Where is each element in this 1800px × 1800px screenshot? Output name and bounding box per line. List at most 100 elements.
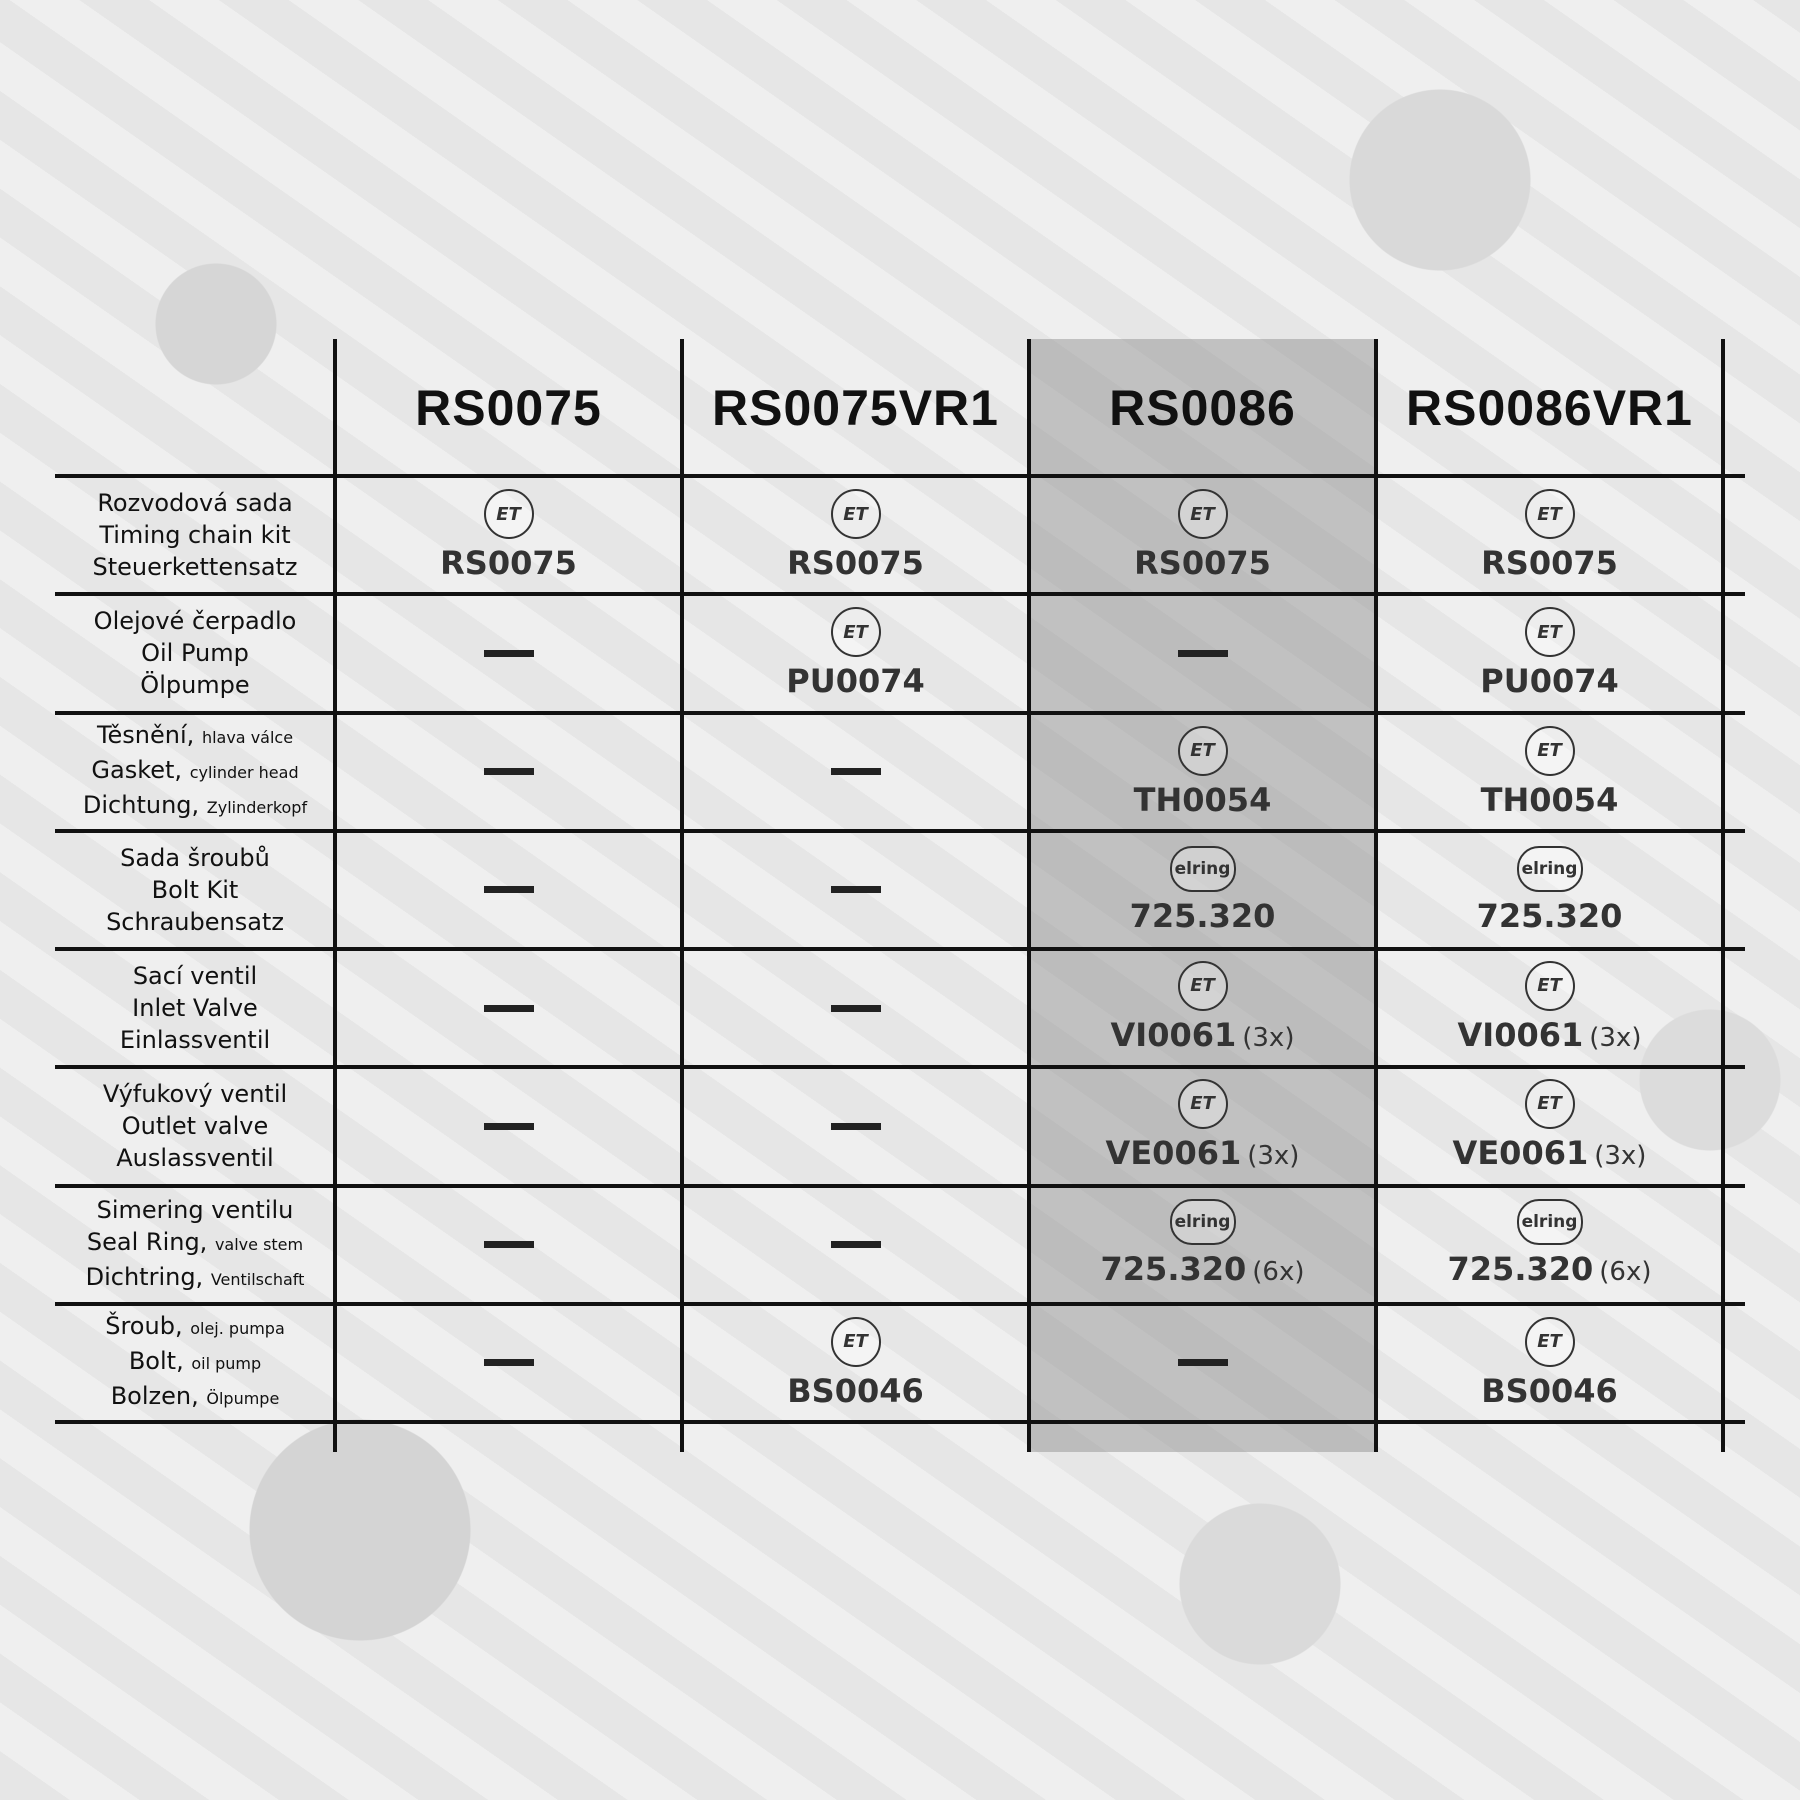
part-cell: ET VI0061 (3x) [1029, 949, 1376, 1067]
part-number: 725.320 [1477, 898, 1623, 934]
part-cell: ET RS0075 [1029, 476, 1376, 594]
row-divider [55, 592, 1745, 597]
row-label: Výfukový ventil Outlet valve Auslassventil [55, 1067, 335, 1185]
label-main: Gasket, [91, 756, 183, 785]
et-logo-icon: ET [830, 1316, 881, 1367]
not-included-dash [1177, 1359, 1228, 1367]
row-label-line: Bolt, oil pump [129, 1345, 261, 1380]
not-included-dash [483, 886, 534, 894]
part-number: RS0075 [1134, 545, 1271, 581]
part-cell [335, 831, 682, 949]
row-label-line: Einlassventil [120, 1024, 270, 1056]
elring-logo-icon: elring [1516, 1199, 1583, 1246]
part-cell [682, 831, 1029, 949]
label-main: Bolt Kit [151, 875, 239, 904]
et-logo-icon: ET [1177, 1078, 1228, 1129]
label-main: Outlet valve [121, 1112, 269, 1141]
label-main: Inlet Valve [132, 994, 258, 1023]
part-cell: ET RS0075 [335, 476, 682, 594]
part-cell [682, 949, 1029, 1067]
part-cell: ET PU0074 [1376, 594, 1723, 712]
part-code: VI0061 [1110, 1015, 1237, 1054]
et-logo-icon: ET [1524, 489, 1575, 540]
label-main: Těsnění, [96, 721, 195, 750]
not-included-dash [1177, 649, 1228, 657]
row-divider [55, 1420, 1745, 1424]
part-number: RS0075 [787, 545, 924, 581]
label-main: Výfukový ventil [102, 1080, 288, 1109]
not-included-dash [483, 1004, 534, 1012]
not-included-dash [830, 1122, 881, 1130]
part-cell [335, 594, 682, 712]
column-header: RS0075 [415, 379, 602, 436]
not-included-dash [483, 1122, 534, 1130]
part-cell: ET VE0061 (3x) [1376, 1067, 1723, 1185]
part-quantity: (6x) [1252, 1257, 1305, 1288]
part-cell [682, 1186, 1029, 1304]
part-cell: ET PU0074 [682, 594, 1029, 712]
column-header: RS0075VR1 [712, 379, 999, 436]
et-logo-icon: ET [1524, 725, 1575, 776]
row-label-line: Výfukový ventil [103, 1078, 287, 1110]
part-code: RS0075 [440, 544, 577, 583]
part-number: PU0074 [1480, 663, 1619, 699]
row-label: Rozvodová sada Timing chain kit Steuerkett… [55, 476, 335, 594]
et-logo-icon: ET [1524, 607, 1575, 658]
label-main: Steuerkettensatz [92, 553, 298, 582]
row-label-line: Těsnění, hlava válce [97, 719, 293, 754]
part-cell: ET TH0054 [1029, 713, 1376, 831]
part-cell: elring 725.320 [1029, 831, 1376, 949]
row-label-line: Sada šroubů [120, 842, 270, 874]
part-number: VE0061 (3x) [1453, 1135, 1647, 1174]
row-divider [55, 474, 1745, 478]
part-number: VI0061 (3x) [1458, 1017, 1642, 1056]
part-number: BS0046 [1481, 1373, 1618, 1409]
part-code: VE0061 [1105, 1133, 1242, 1172]
part-cell: ET TH0054 [1376, 713, 1723, 831]
part-quantity: (3x) [1594, 1140, 1647, 1171]
part-number: 725.320 [1130, 898, 1276, 934]
et-logo-icon: ET [830, 607, 881, 658]
part-code: PU0074 [1480, 662, 1619, 701]
part-cell: ET BS0046 [1376, 1304, 1723, 1422]
part-cell [335, 1186, 682, 1304]
label-main: Sada šroubů [120, 843, 270, 872]
part-code: PU0074 [786, 662, 925, 701]
column-header: RS0086VR1 [1406, 379, 1693, 436]
row-label-line: Timing chain kit [99, 519, 290, 551]
part-code: RS0075 [787, 544, 924, 583]
part-cell: ET VE0061 (3x) [1029, 1067, 1376, 1185]
part-code: 725.320 [1100, 1250, 1247, 1289]
label-detail: Ventilschaft [210, 1269, 305, 1289]
part-code: TH0054 [1133, 780, 1272, 819]
row-divider [55, 828, 1745, 833]
row-label: Simering ventilu Seal Ring, valve stem Dic… [55, 1186, 335, 1304]
part-cell: ET RS0075 [682, 476, 1029, 594]
part-cell [335, 1304, 682, 1422]
part-code: TH0054 [1480, 780, 1619, 819]
part-code: RS0075 [1134, 544, 1271, 583]
et-logo-icon: ET [1524, 960, 1575, 1011]
row-label-line: Dichtung, Zylinderkopf [83, 789, 307, 824]
row-label-line: Olejové čerpadlo [94, 605, 297, 637]
label-main: Šroub, [105, 1312, 183, 1341]
part-cell: ET RS0075 [1376, 476, 1723, 594]
et-logo-icon: ET [1177, 960, 1228, 1011]
label-detail: olej. pumpa [190, 1319, 285, 1339]
part-code: VE0061 [1452, 1133, 1589, 1172]
label-main: Schraubensatz [106, 907, 284, 936]
part-cell: elring 725.320 [1376, 831, 1723, 949]
part-cell: ET VI0061 (3x) [1376, 949, 1723, 1067]
elring-logo-icon: elring [1169, 845, 1236, 892]
part-code: BS0046 [787, 1371, 924, 1410]
part-cell [682, 713, 1029, 831]
label-main: Bolzen, [110, 1382, 199, 1411]
label-detail: Ölpumpe [206, 1389, 280, 1409]
row-label-line: Sací ventil [133, 960, 257, 992]
row-label-line: Inlet Valve [132, 992, 258, 1024]
not-included-dash [830, 768, 881, 776]
row-label-line: Steuerkettensatz [92, 551, 297, 583]
part-code: VI0061 [1457, 1015, 1584, 1054]
part-quantity: (3x) [1589, 1022, 1642, 1053]
